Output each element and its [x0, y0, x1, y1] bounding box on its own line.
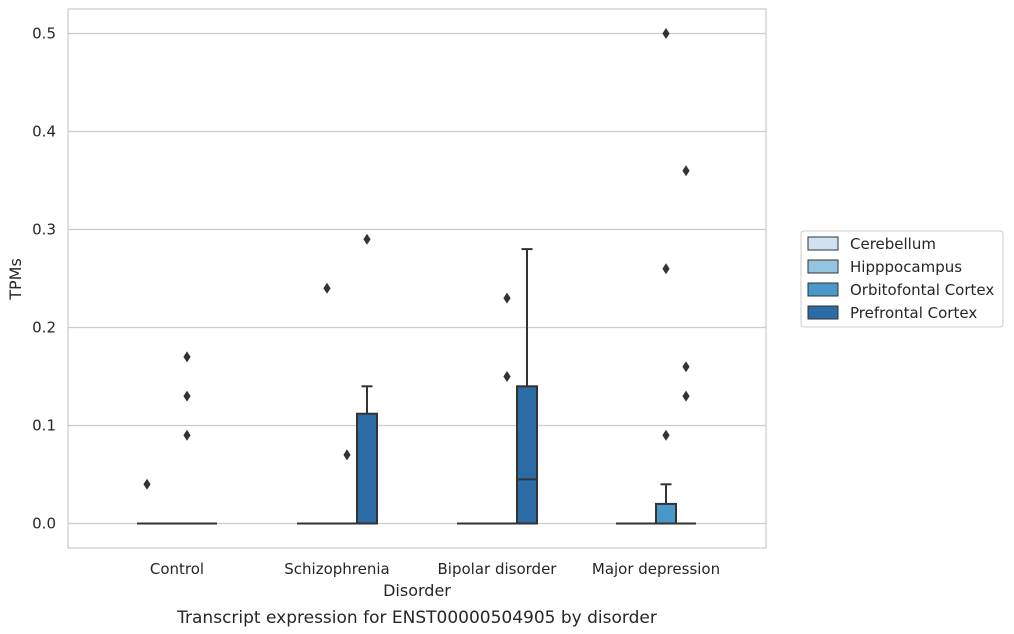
x-axis-title: Disorder	[383, 581, 451, 600]
boxes-layer	[137, 28, 696, 525]
y-tick-label: 0.5	[32, 25, 56, 43]
outlier-point	[662, 263, 670, 275]
legend-label: Cerebellum	[850, 235, 936, 253]
y-tick-label: 0.4	[32, 123, 56, 141]
outlier-point	[682, 361, 690, 373]
y-axis-title: TPMs	[6, 258, 25, 301]
x-tick-labels: Control Schizophrenia Bipolar disorder Majo…	[150, 560, 720, 578]
box-2-1	[337, 449, 357, 525]
y-tick-labels: 0.0 0.1 0.2 0.3 0.4 0.5	[32, 25, 56, 533]
box-3-1	[356, 233, 378, 525]
x-tick-label: Schizophrenia	[284, 560, 389, 578]
x-tick-label: Bipolar disorder	[438, 560, 558, 578]
legend: Cerebellum Hipppocampus Orbitofontal Corte…	[800, 230, 1004, 328]
legend-swatch	[807, 282, 839, 297]
outlier-point	[363, 233, 371, 245]
box-0-0	[137, 478, 157, 525]
box-3-2	[516, 248, 538, 525]
figure-caption: Transcript expression for ENST0000050490…	[176, 608, 657, 628]
box-1-1	[317, 282, 337, 525]
box-2-2	[497, 292, 517, 525]
x-tick-label: Control	[150, 560, 204, 578]
outlier-point	[343, 449, 351, 461]
box-3-3	[676, 165, 696, 525]
outlier-point	[183, 429, 191, 441]
box-body	[356, 412, 378, 525]
y-tick-label: 0.3	[32, 221, 56, 239]
outlier-point	[143, 478, 151, 490]
legend-label: Prefrontal Cortex	[850, 304, 977, 322]
outlier-point	[682, 390, 690, 402]
outlier-point	[183, 351, 191, 363]
legend-frame	[800, 230, 1004, 328]
x-tick-label: Major depression	[592, 560, 720, 578]
legend-swatch	[807, 305, 839, 320]
box-2-3	[655, 28, 677, 525]
outlier-point	[323, 282, 331, 294]
box-body	[655, 502, 677, 525]
outlier-point	[682, 165, 690, 177]
plot-frame	[67, 8, 767, 549]
y-tick-label: 0.2	[32, 319, 56, 337]
legend-swatch	[807, 236, 839, 251]
y-tick-label: 0.1	[32, 417, 56, 435]
outlier-point	[503, 292, 511, 304]
outlier-point	[503, 371, 511, 382]
legend-swatch	[807, 259, 839, 274]
outlier-point	[183, 390, 191, 402]
y-tick-label: 0.0	[32, 515, 56, 533]
plot-area-background	[68, 9, 766, 548]
legend-label: Hipppocampus	[850, 258, 962, 276]
outlier-point	[662, 429, 670, 441]
box-2-0	[177, 351, 197, 525]
outlier-point	[662, 28, 670, 39]
box-body	[516, 385, 538, 525]
legend-label: Orbitofontal Cortex	[850, 281, 994, 299]
